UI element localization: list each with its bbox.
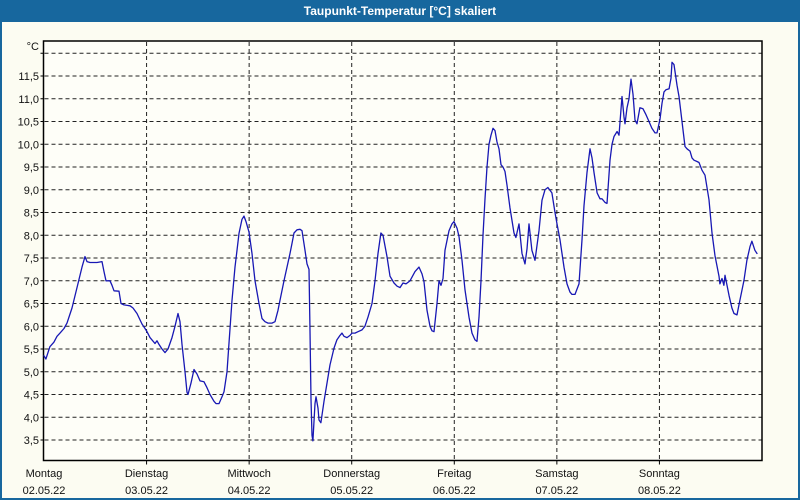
y-tick-label: 8,5 [24, 208, 39, 220]
day-date-label: 04.05.22 [228, 485, 271, 497]
plot-background [43, 41, 762, 461]
y-tick-label: 7,0 [24, 276, 39, 288]
y-axis-unit-label: °C [27, 41, 39, 53]
temperature-line [43, 61, 758, 442]
plot-border [42, 40, 763, 462]
y-tick-label: 6,0 [24, 321, 39, 333]
y-tick-label: 6,5 [24, 299, 39, 311]
y-tick-label: 9,5 [24, 162, 39, 174]
day-name-label: Dienstag [125, 468, 168, 480]
day-name-label: Mittwoch [227, 468, 270, 480]
window-title: Taupunkt-Temperatur [°C] skaliert [303, 4, 497, 18]
day-date-label: 02.05.22 [23, 485, 66, 497]
day-name-label: Donnerstag [323, 468, 380, 480]
y-tick-label: 3,5 [24, 435, 39, 447]
y-tick-label: 10,5 [18, 117, 39, 129]
y-tick-label: 4,0 [24, 412, 39, 424]
day-name-label: Freitag [437, 468, 471, 480]
y-tick-label: 8,0 [24, 230, 39, 242]
day-date-label: 05.05.22 [330, 485, 373, 497]
y-tick-label: 7,5 [24, 253, 39, 265]
day-name-label: Sonntag [639, 468, 680, 480]
y-tick-label: 11,5 [18, 71, 39, 83]
day-date-label: 03.05.22 [125, 485, 168, 497]
day-date-label: 06.05.22 [433, 485, 476, 497]
chart-area: 11,5 11,0 10,5 10,0 9,5 9,0 8,5 8,0 7,5 7,0 6,5 6,0… [2, 22, 798, 498]
y-gridlines [44, 52, 762, 441]
y-tick-label: 11,0 [18, 94, 39, 106]
chart-canvas: 11,5 11,0 10,5 10,0 9,5 9,0 8,5 8,0 7,5 7,0 6,5 6,0… [18, 40, 763, 497]
day-date-label: 07.05.22 [535, 485, 578, 497]
y-tick-label: 10,0 [18, 139, 39, 151]
x-day-labels: Montag 02.05.22 Dienstag 03.05.22 Mittwoch 04… [23, 468, 681, 497]
title-bar[interactable]: Taupunkt-Temperatur [°C] skaliert [2, 0, 798, 22]
day-name-label: Montag [26, 468, 63, 480]
y-tick-label: 9,0 [24, 185, 39, 197]
y-tick-label: 5,0 [24, 367, 39, 379]
y-tick-label: 5,5 [24, 344, 39, 356]
y-tick-label: 4,5 [24, 390, 39, 402]
day-name-label: Samstag [535, 468, 578, 480]
day-date-label: 08.05.22 [638, 485, 681, 497]
y-tick-labels: 11,5 11,0 10,5 10,0 9,5 9,0 8,5 8,0 7,5 7,0 6,5 6,0… [18, 71, 39, 447]
